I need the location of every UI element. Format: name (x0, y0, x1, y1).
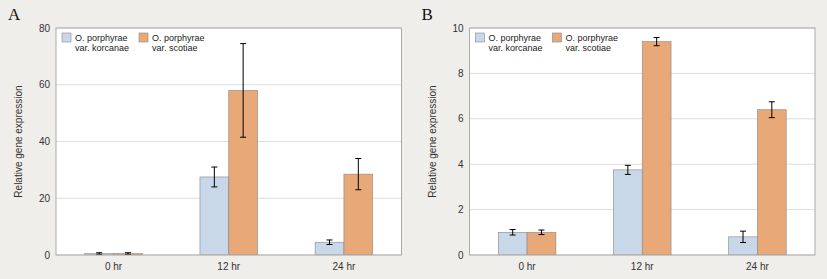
x-tick-label: 12 hr (217, 261, 240, 272)
legend-item: O. porphyraevar. korcanae (476, 33, 543, 53)
x-tick-label: 12 hr (631, 261, 654, 272)
error-bar (327, 240, 333, 245)
legend: O. porphyraevar. korcanae O. porphyraevar… (476, 33, 619, 53)
error-bar (654, 38, 660, 46)
background (0, 0, 827, 279)
error-bar (240, 44, 246, 138)
legend-label: O. porphyraevar. scotiae (152, 33, 205, 53)
y-tick-label: 40 (39, 136, 51, 147)
legend: O. porphyraevar. korcanae O. porphyraevar… (62, 33, 205, 53)
legend-item: O. porphyraevar. scotiae (553, 33, 619, 53)
error-bar (740, 231, 746, 242)
bar (200, 177, 229, 255)
bars (498, 38, 786, 255)
plot-area (56, 28, 402, 255)
figure: 0204060800 hr12 hr24 hrRelative gene exp… (0, 0, 827, 279)
plot-frame (470, 28, 816, 255)
plot-area (470, 28, 816, 255)
y-tick-label: 6 (458, 113, 464, 124)
bars (85, 44, 373, 255)
panel-title: A (8, 5, 21, 24)
legend-label: O. porphyraevar. korcanae (75, 33, 129, 53)
error-bar (96, 253, 102, 255)
y-tick-label: 10 (452, 23, 464, 34)
error-bar (211, 167, 217, 187)
panel: 0 20 40 60 80 0 hr 12 hr 24 hr Relative gene exp… (8, 5, 402, 272)
error-bar (625, 165, 631, 174)
x-tick-label: 24 hr (333, 261, 356, 272)
y-tick-label: 4 (458, 159, 464, 170)
legend-swatch (62, 33, 71, 42)
y-tick-label: 60 (39, 79, 51, 90)
bar (757, 110, 786, 255)
y-tick-label: 0 (458, 250, 464, 261)
y-axis-label: Relative gene expression (427, 85, 438, 197)
error-bar (125, 253, 131, 255)
plot-frame (56, 28, 402, 255)
y-axis-label: Relative gene expression (13, 85, 24, 197)
bar (527, 232, 556, 255)
error-bar (510, 230, 516, 235)
panel-title: B (422, 5, 433, 24)
grid-line (56, 84, 402, 85)
y-tick-label: 8 (458, 68, 464, 79)
bar (498, 232, 527, 255)
error-bar (538, 230, 544, 235)
error-bar (355, 159, 361, 190)
x-tick-label: 24 hr (746, 261, 769, 272)
bar (613, 170, 642, 255)
legend-item: O. porphyraevar. korcanae (62, 33, 129, 53)
error-bar (769, 102, 775, 118)
legend-label: O. porphyraevar. korcanae (489, 33, 543, 53)
y-tick-label: 20 (39, 193, 51, 204)
legend-label: O. porphyraevar. scotiae (566, 33, 619, 53)
legend-swatch (139, 33, 148, 42)
legend-item: O. porphyraevar. scotiae (139, 33, 205, 53)
legend-swatch (553, 33, 562, 42)
legend-swatch (476, 33, 485, 42)
y-tick-label: 2 (458, 204, 464, 215)
y-tick-label: 0 (44, 250, 50, 261)
x-tick-label: 0 hr (105, 261, 123, 272)
bar (642, 42, 671, 255)
panel: 0 2 4 6 8 10 0 hr 12 hr 24 hr Relative gene expre… (422, 5, 816, 272)
x-tick-label: 0 hr (518, 261, 536, 272)
y-tick-label: 80 (39, 23, 51, 34)
